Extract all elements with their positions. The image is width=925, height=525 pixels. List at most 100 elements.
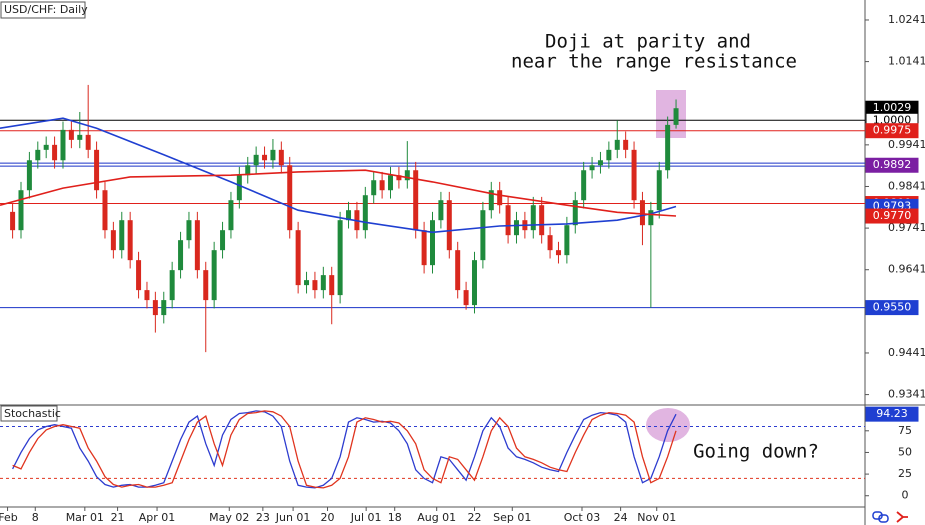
candle-body <box>320 275 326 291</box>
y-tick-label: 0.9341 <box>888 388 925 401</box>
candle-body <box>10 211 16 231</box>
candle-body <box>656 170 662 211</box>
candle-body <box>623 139 629 150</box>
candle-body <box>463 290 469 306</box>
candle-body <box>77 134 83 140</box>
price-label-box <box>865 123 919 139</box>
x-tick-label: Jun 01 <box>275 511 311 524</box>
candle-body <box>648 210 654 226</box>
candle-body <box>631 149 637 201</box>
price-label: 0.9975 <box>873 124 912 137</box>
candle-body <box>94 149 100 191</box>
candle-body <box>337 220 343 296</box>
annotation: Going down? <box>693 441 819 463</box>
candle-body <box>245 165 251 176</box>
y-tick-label: 0.9941 <box>888 138 925 151</box>
x-tick-label: 20 <box>321 511 335 524</box>
candle-body <box>421 230 427 266</box>
doji-highlight <box>656 90 686 138</box>
y-tick-label: 1.0141 <box>888 55 925 68</box>
x-tick-label: Feb <box>0 511 18 524</box>
x-tick-label: Aug 01 <box>417 511 456 524</box>
candle-body <box>606 149 612 161</box>
price-label: 0.9770 <box>873 209 912 222</box>
toolbar-icons[interactable] <box>872 511 908 523</box>
candle-body <box>639 200 645 226</box>
price-label: 1.0029 <box>873 101 912 114</box>
x-tick-label: 8 <box>32 511 39 524</box>
candle-body <box>446 200 452 251</box>
candle-body <box>26 160 32 191</box>
candle-body <box>52 144 58 161</box>
candle-body <box>194 220 200 271</box>
candle-body <box>295 230 301 286</box>
x-tick-label: Apr 01 <box>139 511 176 524</box>
price-label: 1.0000 <box>873 113 912 126</box>
candle-body <box>169 270 175 301</box>
candle-body <box>547 235 553 251</box>
candle-body <box>572 200 578 226</box>
candle-body <box>455 250 461 291</box>
candle-body <box>413 170 419 231</box>
y-tick-label: 1.0241 <box>888 13 925 26</box>
candle-body <box>379 180 385 191</box>
price-label-box <box>865 157 919 173</box>
price-label-box <box>865 406 919 422</box>
go-to-end-icon[interactable] <box>896 511 908 523</box>
candle-body <box>589 165 595 171</box>
y-tick-label: 0.9641 <box>888 263 925 276</box>
title-box <box>0 1 86 19</box>
y-tick-label: 0.9441 <box>888 346 925 359</box>
candle-body <box>211 250 217 301</box>
stochastic-title-box <box>0 405 58 422</box>
candle-body <box>438 200 444 221</box>
candle-body <box>555 250 561 256</box>
candle-body <box>404 170 410 181</box>
candle-body <box>673 108 679 125</box>
stochastic-title: Stochastic <box>4 407 61 420</box>
x-tick-label: May 02 <box>209 511 249 524</box>
stochastic-line <box>12 410 677 489</box>
candle-body <box>270 149 276 161</box>
x-tick-label: Jul 01 <box>350 511 382 524</box>
candle-body <box>362 195 368 231</box>
chart-title: USD/CHF: Daily <box>4 3 88 16</box>
candle-body <box>597 160 603 166</box>
candle-body <box>262 154 268 161</box>
candle-body <box>161 300 167 316</box>
y-tick-label: 0 <box>902 489 909 502</box>
candle-body <box>396 175 402 181</box>
candle-body <box>371 180 377 196</box>
price-label-box <box>865 208 919 224</box>
x-tick-label: 22 <box>467 511 481 524</box>
price-label: 0.9892 <box>873 158 912 171</box>
candle-body <box>220 230 226 251</box>
candle-body <box>203 270 209 301</box>
x-tick-label: 24 <box>614 511 628 524</box>
moving-average <box>0 169 677 217</box>
stochastic-highlight <box>646 408 690 442</box>
candle-body <box>102 190 108 231</box>
candle-body <box>236 175 242 201</box>
annotation: near the range resistance <box>511 51 797 73</box>
price-label-box <box>865 300 919 316</box>
candle-body <box>505 205 511 236</box>
candle-body <box>497 190 503 206</box>
y-tick-label: 75 <box>898 424 912 437</box>
candle-body <box>304 280 310 286</box>
candle-body <box>60 129 66 161</box>
candle-body <box>581 170 587 201</box>
candle-body <box>471 260 477 306</box>
candle-body <box>144 290 150 301</box>
candle-body <box>564 225 570 256</box>
candle-body <box>278 149 284 166</box>
y-tick-label: 0.9841 <box>888 179 925 192</box>
stochastic-line <box>12 410 677 489</box>
candle-body <box>287 165 293 231</box>
price-label: 94.23 <box>876 407 908 420</box>
link-icon[interactable] <box>878 514 889 523</box>
candle-body <box>127 220 133 261</box>
y-tick-label: 25 <box>898 467 912 480</box>
